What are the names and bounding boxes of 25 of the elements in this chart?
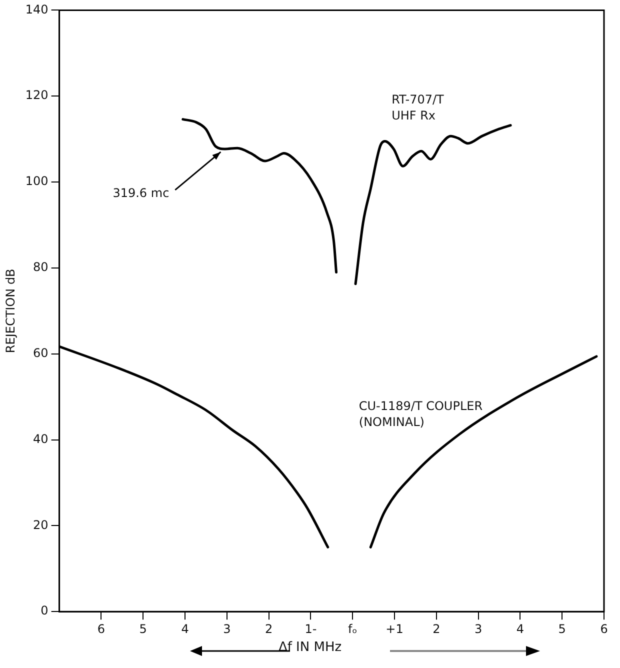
- x-tick-label: 2: [264, 622, 273, 636]
- x-tick-label: 6: [600, 622, 608, 636]
- x-tick-label: 2: [432, 622, 440, 636]
- annotation: 319.6 mc: [112, 186, 170, 200]
- x-tick-label: 6: [97, 622, 106, 636]
- annotation: CU-1189/T COUPLER (NOMINAL): [358, 399, 483, 430]
- x-tick-label: 5: [558, 622, 566, 636]
- x-tick-label: 3: [474, 622, 482, 636]
- x-tick-label: 1-: [304, 622, 317, 636]
- x-tick-label: 5: [139, 622, 147, 636]
- x-tick-label: fₒ: [348, 622, 358, 636]
- y-tick-label: 100: [25, 174, 48, 188]
- y-tick-label: 0: [40, 604, 48, 618]
- y-tick-label: 20: [33, 518, 48, 532]
- y-tick-label: 140: [25, 2, 48, 16]
- y-tick-label: 60: [33, 346, 48, 360]
- x-tick-label: 4: [181, 622, 189, 636]
- x-tick-label: 3: [223, 622, 231, 636]
- y-axis-title: REJECTION dB: [3, 268, 18, 354]
- annotation: RT-707/T UHF Rx: [392, 92, 445, 123]
- x-tick-label: 4: [516, 622, 524, 636]
- y-tick-label: 120: [25, 88, 48, 102]
- y-tick-label: 40: [33, 432, 48, 446]
- y-tick-label: 80: [33, 260, 48, 274]
- x-tick-label: +1: [386, 622, 404, 636]
